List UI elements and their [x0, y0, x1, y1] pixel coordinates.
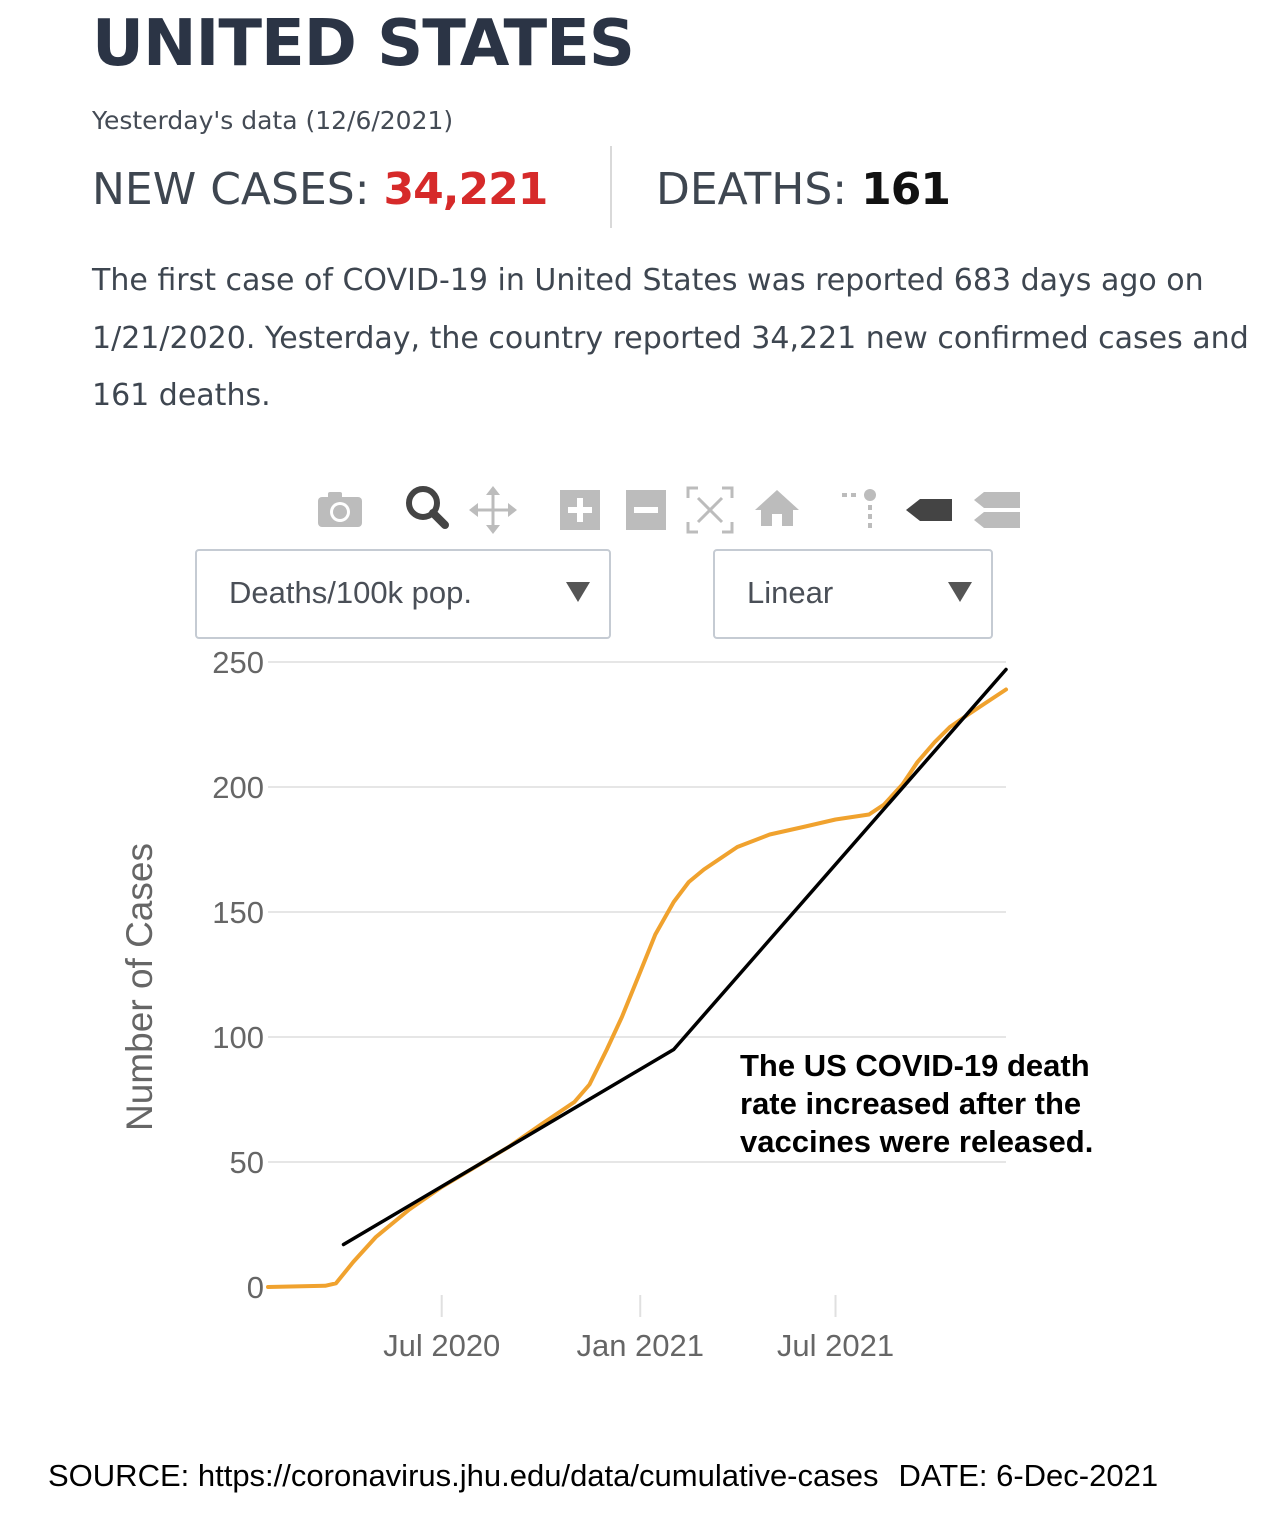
camera-icon[interactable] — [312, 482, 368, 538]
spike-lines-icon[interactable] — [832, 482, 888, 538]
chevron-down-icon — [948, 582, 972, 602]
source-date: DATE: 6-Dec-2021 — [898, 1458, 1159, 1493]
deaths-stat: DEATHS: 161 — [656, 160, 951, 220]
metric-select[interactable]: Deaths/100k pop. — [195, 549, 611, 639]
deaths-series-line — [266, 687, 1008, 1289]
zoom-icon[interactable] — [399, 482, 455, 538]
y-tick-label: 50 — [230, 1145, 264, 1180]
source-footer: SOURCE: https://coronavirus.jhu.edu/data… — [48, 1458, 1158, 1494]
annotation-line: rate increased after the — [740, 1086, 1081, 1121]
chevron-down-icon — [566, 582, 590, 602]
y-axis-label: Number of Cases — [119, 843, 160, 1131]
home-icon[interactable] — [749, 482, 805, 538]
x-tick-label: Jan 2021 — [576, 1328, 704, 1363]
scale-select[interactable]: Linear — [713, 549, 993, 639]
scale-select-value: Linear — [747, 575, 834, 610]
hover-compare-icon[interactable] — [970, 482, 1026, 538]
y-tick-label: 100 — [212, 1020, 264, 1055]
y-tick-label: 200 — [212, 770, 264, 805]
trend-line — [341, 667, 1008, 1247]
y-tick-label: 0 — [247, 1270, 264, 1305]
autoscale-icon[interactable] — [682, 482, 738, 538]
metric-select-value: Deaths/100k pop. — [229, 575, 473, 610]
source-text: SOURCE: https://coronavirus.jhu.edu/data… — [48, 1458, 879, 1493]
zoom-out-icon[interactable] — [618, 482, 674, 538]
annotation-line: vaccines were released. — [740, 1124, 1093, 1159]
chart-annotation: The US COVID-19 death rate increased afte… — [740, 1048, 1093, 1159]
deaths-value: 161 — [861, 164, 951, 215]
chart-toolbar — [312, 482, 1032, 538]
hover-closest-icon[interactable] — [902, 482, 958, 538]
new-cases-value: 34,221 — [383, 164, 549, 215]
deaths-label: DEATHS: — [656, 164, 848, 215]
data-date: Yesterday's data (12/6/2021) — [92, 106, 454, 135]
x-tick-label: Jul 2020 — [383, 1328, 500, 1363]
pan-icon[interactable] — [465, 482, 521, 538]
y-tick-label: 250 — [212, 645, 264, 680]
zoom-in-icon[interactable] — [552, 482, 608, 538]
page-title: UNITED STATES — [92, 7, 635, 81]
new-cases-label: NEW CASES: — [92, 164, 370, 215]
annotation-line: The US COVID-19 death — [740, 1048, 1090, 1083]
y-tick-label: 150 — [212, 895, 264, 930]
stat-divider — [610, 146, 612, 228]
summary-text: The first case of COVID-19 in United Sta… — [92, 263, 1249, 413]
new-cases-stat: NEW CASES: 34,221 — [92, 160, 549, 220]
x-tick-label: Jul 2021 — [777, 1328, 894, 1363]
